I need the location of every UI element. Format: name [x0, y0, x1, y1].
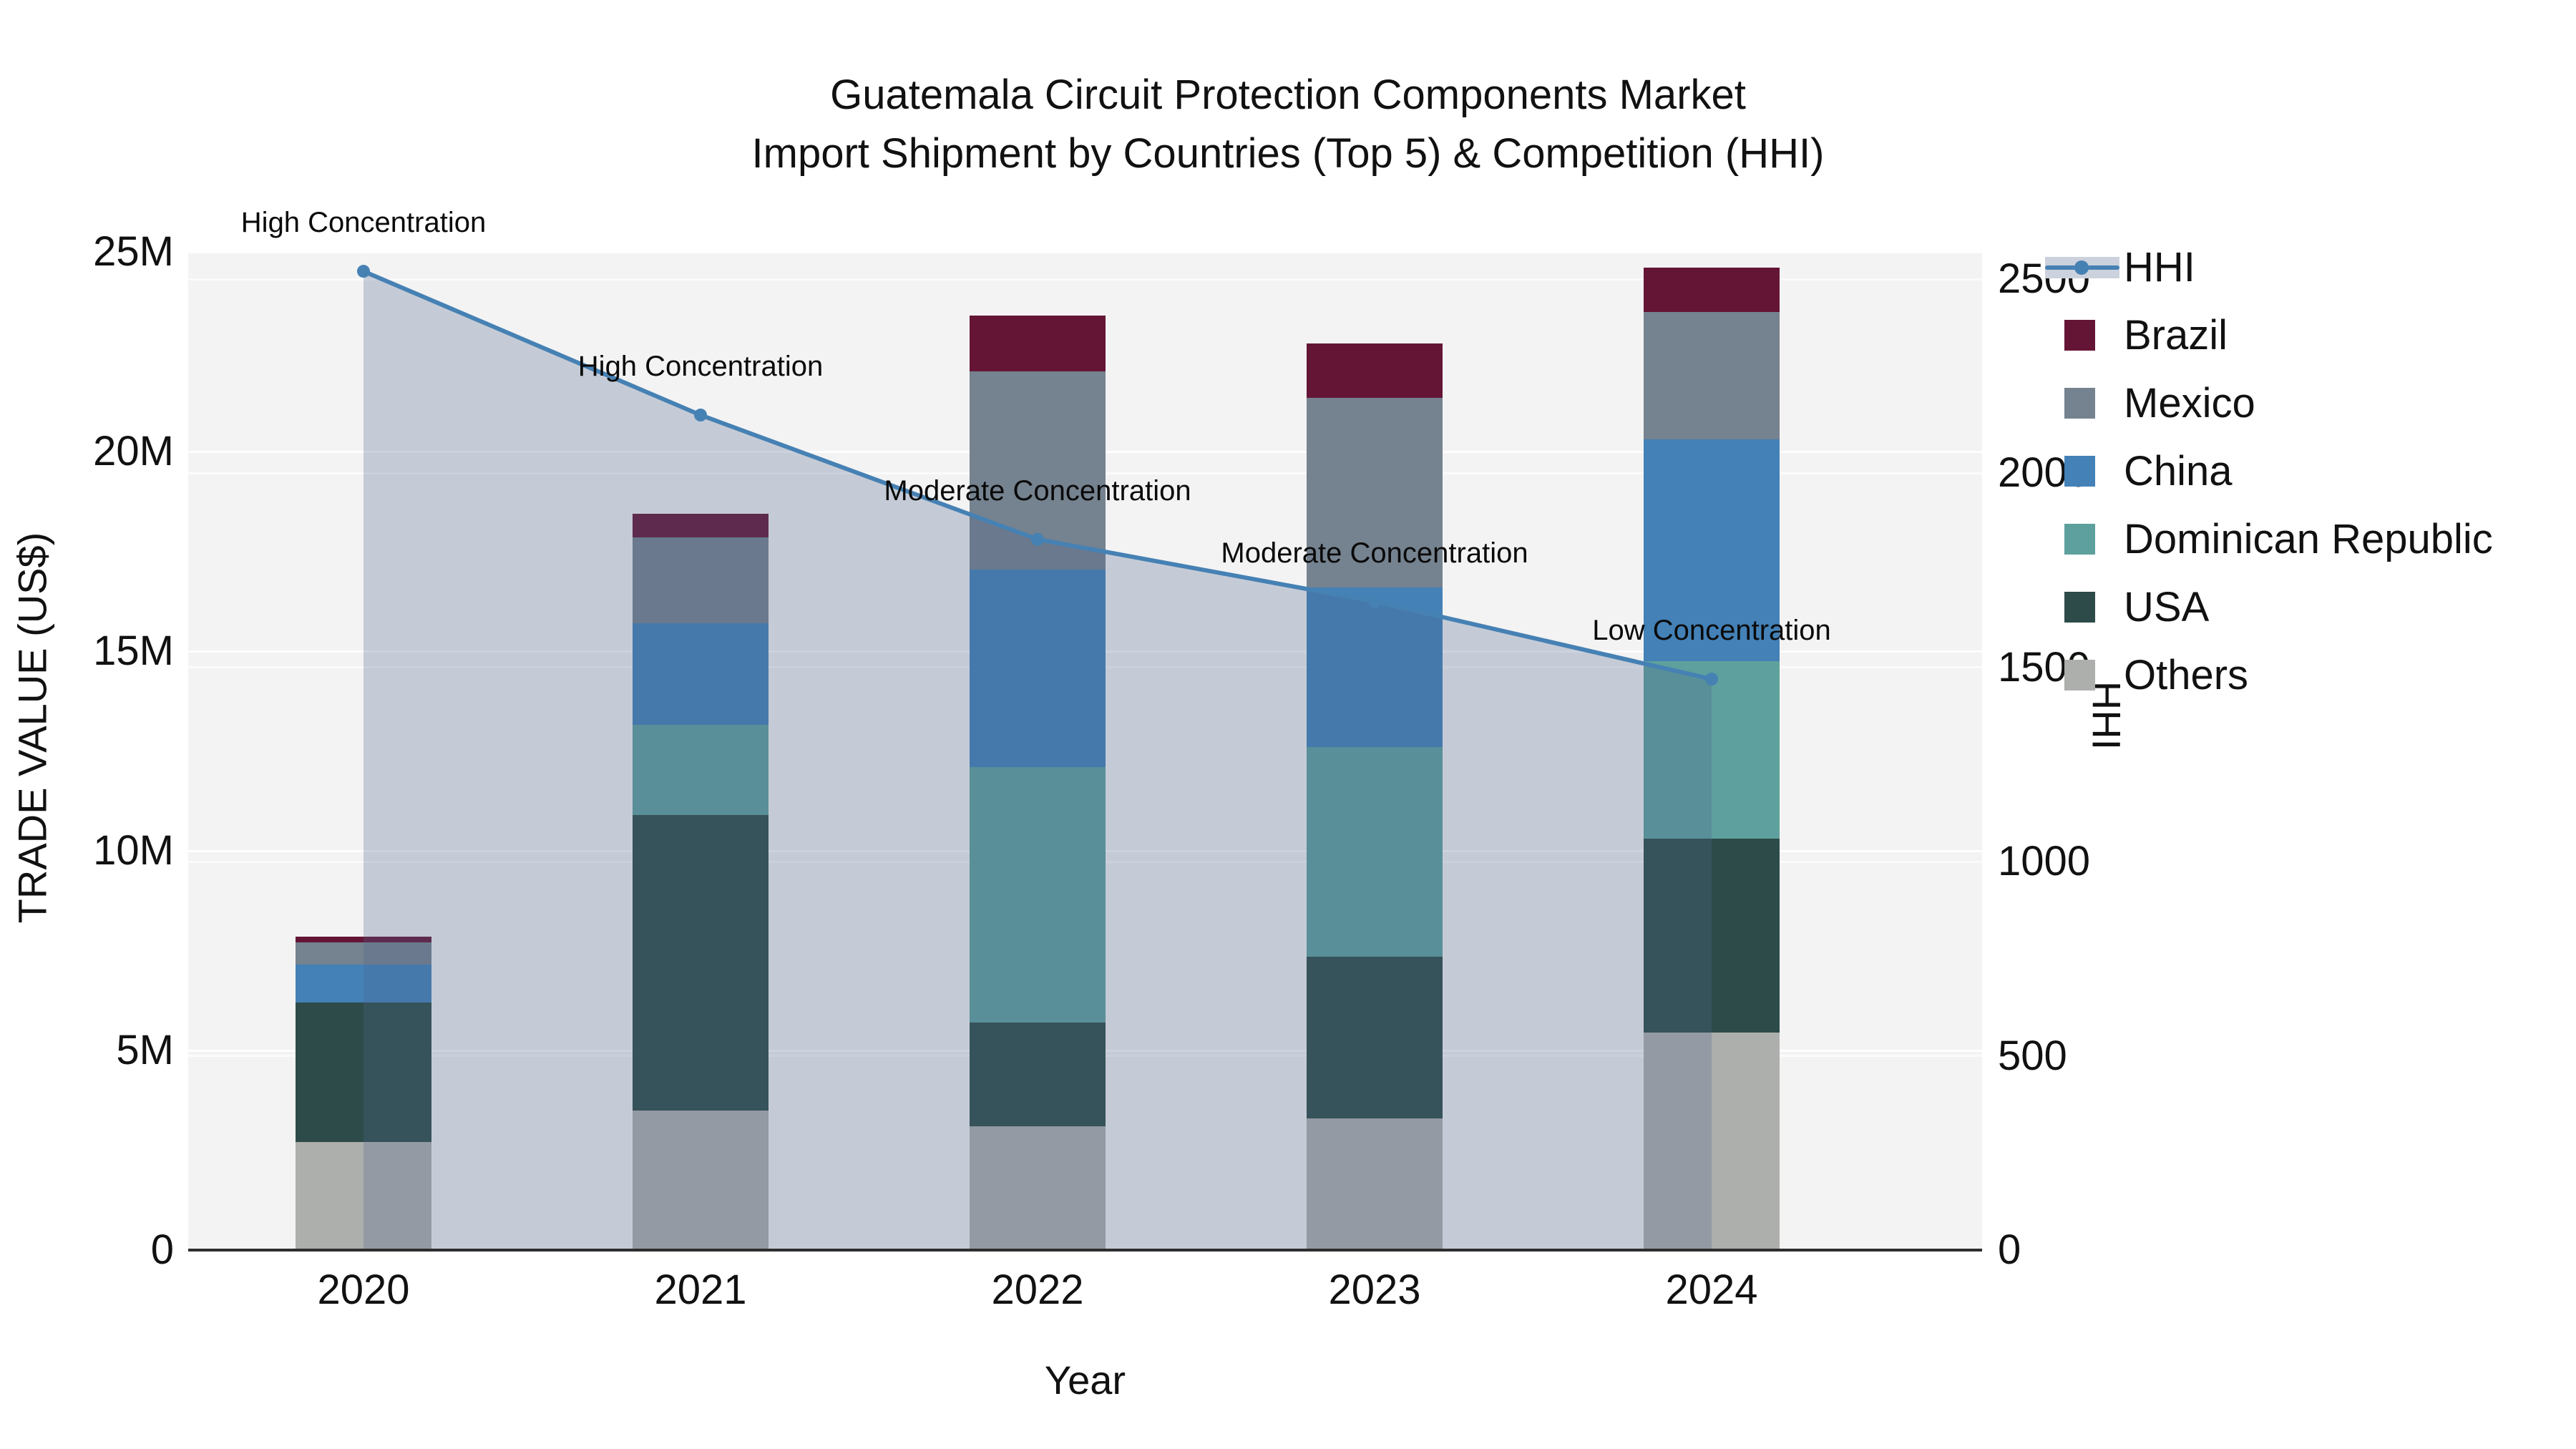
bar-segment-usa-2021	[633, 814, 769, 1111]
swatch-square-icon	[2064, 388, 2095, 419]
bar-segment-brazil-2021	[633, 513, 769, 537]
hhi-area-fill	[364, 271, 1712, 1251]
y-right-tick-500: 500	[1998, 1032, 2067, 1079]
bar-segment-others-2024	[1644, 1032, 1780, 1250]
y-right-tick-0: 0	[1998, 1226, 2021, 1273]
swatch-square-icon	[2064, 592, 2095, 623]
x-tick-2020: 2020	[317, 1267, 410, 1313]
bar-segment-china-2020	[296, 965, 431, 1002]
hhi-marker-2024	[1705, 673, 1718, 686]
y-left-tick-5M: 5M	[116, 1027, 174, 1073]
bar-segment-dominican-republic-2022	[970, 766, 1106, 1023]
annotation-2023: Moderate Concentration	[1221, 537, 1528, 569]
x-tick-2022: 2022	[991, 1267, 1084, 1313]
bar-segment-usa-2024	[1644, 839, 1780, 1033]
bar-segment-dominican-republic-2024	[1644, 661, 1780, 839]
hhi-marker-2023	[1368, 595, 1381, 608]
legend-label-china: China	[2124, 448, 2233, 494]
x-tick-2021: 2021	[654, 1267, 747, 1313]
bar-segment-mexico-2023	[1307, 397, 1443, 587]
chart-title-line1: Guatemala Circuit Protection Components …	[830, 72, 1746, 118]
bar-segment-dominican-republic-2021	[633, 725, 769, 815]
color-swatch-others	[2044, 641, 2124, 709]
bar-segment-usa-2022	[970, 1022, 1106, 1126]
y-left-tick-25M: 25M	[93, 228, 174, 275]
chart-title-line2: Import Shipment by Countries (Top 5) & C…	[751, 130, 1825, 177]
x-tick-2023: 2023	[1328, 1267, 1421, 1313]
x-axis-title: Year	[1044, 1357, 1126, 1402]
bar-segment-china-2021	[633, 623, 769, 726]
swatch-square-icon	[2064, 524, 2095, 555]
legend: HHI Brazil Mexico China Dominican Republic US…	[2044, 233, 2493, 709]
gridline-trade-25M	[188, 250, 1982, 253]
legend-label-dominican-republic: Dominican Republic	[2124, 516, 2493, 562]
legend-item-others[interactable]: Others	[2044, 641, 2493, 709]
legend-item-hhi[interactable]: HHI	[2044, 233, 2493, 301]
y-left-tick-15M: 15M	[93, 628, 174, 674]
hhi-line-layer	[357, 265, 1718, 1251]
legend-label-hhi: HHI	[2124, 244, 2195, 291]
gridline-hhi-2500	[188, 278, 1982, 280]
bar-segment-others-2021	[633, 1110, 769, 1250]
y-left-tick-0: 0	[150, 1226, 174, 1273]
y-left-tick-20M: 20M	[93, 428, 174, 474]
color-swatch-brazil	[2044, 301, 2124, 369]
hhi-marker-2020	[357, 265, 370, 278]
plot-area: High Concentration High Concentration Mode…	[188, 208, 1982, 1252]
legend-label-brazil: Brazil	[2124, 312, 2228, 358]
bar-segment-brazil-2023	[1307, 343, 1443, 398]
bar-segment-brazil-2024	[1644, 268, 1780, 312]
legend-item-china[interactable]: China	[2044, 437, 2493, 505]
y-right-tick-1000: 1000	[1998, 838, 2091, 885]
annotation-2022: Moderate Concentration	[884, 474, 1191, 507]
color-swatch-china	[2044, 437, 2124, 505]
x-tick-2024: 2024	[1665, 1267, 1758, 1313]
swatch-square-icon	[2064, 660, 2095, 691]
bar-segment-others-2022	[970, 1126, 1106, 1250]
legend-label-usa: USA	[2124, 584, 2210, 630]
hhi-marker-2021	[694, 409, 707, 421]
bar-segment-china-2022	[970, 569, 1106, 767]
legend-item-usa[interactable]: USA	[2044, 573, 2493, 641]
x-axis-line	[188, 1249, 1982, 1252]
bar-segment-usa-2020	[296, 1002, 431, 1143]
bar-segment-china-2024	[1644, 439, 1780, 661]
bar-segment-others-2020	[296, 1142, 431, 1250]
chart-title: Guatemala Circuit Protection Components …	[0, 66, 2576, 183]
y-left-tick-10M: 10M	[93, 827, 174, 874]
color-swatch-usa	[2044, 573, 2124, 641]
legend-item-brazil[interactable]: Brazil	[2044, 301, 2493, 369]
swatch-square-icon	[2064, 320, 2095, 351]
hhi-marker-2022	[1031, 532, 1044, 546]
bar-segment-mexico-2021	[633, 537, 769, 623]
annotation-2020: High Concentration	[240, 207, 487, 239]
legend-label-mexico: Mexico	[2124, 380, 2255, 426]
bar-segment-dominican-republic-2023	[1307, 747, 1443, 957]
hhi-line-swatch	[2044, 233, 2124, 301]
bar-segment-usa-2023	[1307, 956, 1443, 1118]
annotation-2021: High Concentration	[577, 351, 824, 382]
legend-item-dominican-republic[interactable]: Dominican Republic	[2044, 505, 2493, 573]
bar-segment-brazil-2020	[296, 936, 431, 943]
color-swatch-mexico	[2044, 369, 2124, 437]
legend-label-others: Others	[2124, 652, 2249, 698]
bar-segment-mexico-2020	[296, 942, 431, 965]
color-swatch-dominican-republic	[2044, 505, 2124, 573]
hhi-marker-icon	[2074, 260, 2089, 275]
annotation-2024: Low Concentration	[1592, 615, 1831, 647]
swatch-square-icon	[2064, 456, 2095, 487]
bar-segment-mexico-2024	[1644, 311, 1780, 440]
bar-segment-others-2023	[1307, 1118, 1443, 1250]
bar-segment-brazil-2022	[970, 316, 1106, 372]
legend-item-mexico[interactable]: Mexico	[2044, 369, 2493, 437]
